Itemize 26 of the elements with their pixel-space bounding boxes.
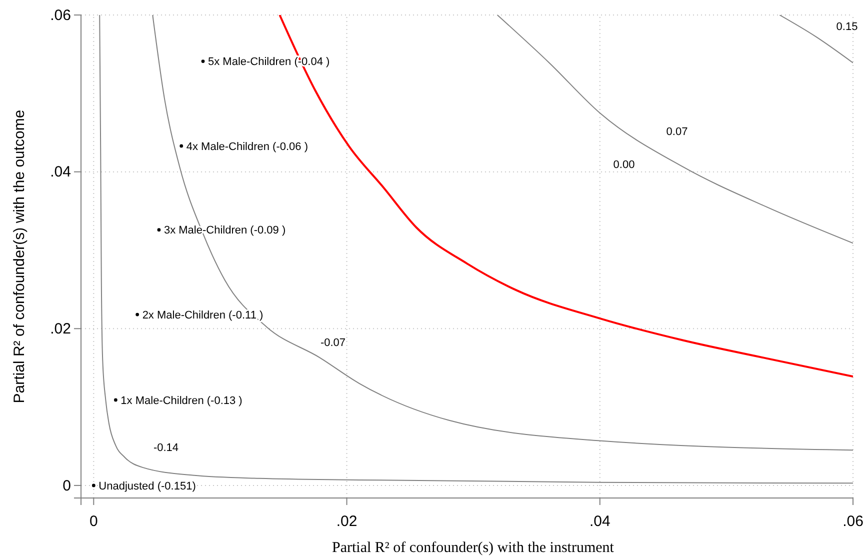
- point: [136, 312, 140, 316]
- annotation: -0.14: [153, 442, 179, 454]
- x-tick-label: .06: [842, 513, 864, 530]
- point: [180, 144, 184, 148]
- point: [157, 228, 161, 232]
- y-tick-label: 0: [62, 477, 71, 494]
- y-axis-title: Partial R² of confounder(s) with the outcome: [11, 110, 28, 404]
- x-tick-label: .02: [336, 513, 358, 530]
- y-tick-label: .06: [50, 6, 71, 24]
- x-axis-title: Partial R² of confounder(s) with the instrument: [332, 540, 615, 556]
- annotation: 0.15: [836, 20, 858, 33]
- annotation: 1x Male-Children (-0.13 ): [120, 394, 242, 407]
- annotation: 2x Male-Children (-0.11 ): [142, 309, 264, 322]
- point: [114, 398, 118, 402]
- annotation: 3x Male-Children (-0.09 ): [164, 224, 286, 237]
- point: [92, 484, 96, 488]
- annotation: 0.07: [666, 126, 688, 138]
- annotation: 4x Male-Children (-0.06 ): [186, 140, 308, 153]
- annotation: 0.00: [613, 158, 635, 171]
- y-tick-label: .04: [50, 164, 71, 181]
- annotation: Unadjusted (-0.151): [98, 480, 196, 492]
- y-tick-label: .02: [50, 320, 71, 338]
- annotation: -0.07: [320, 336, 346, 349]
- x-tick-label: .04: [589, 513, 610, 530]
- point: [201, 60, 205, 63]
- x-tick-label: 0: [89, 513, 98, 530]
